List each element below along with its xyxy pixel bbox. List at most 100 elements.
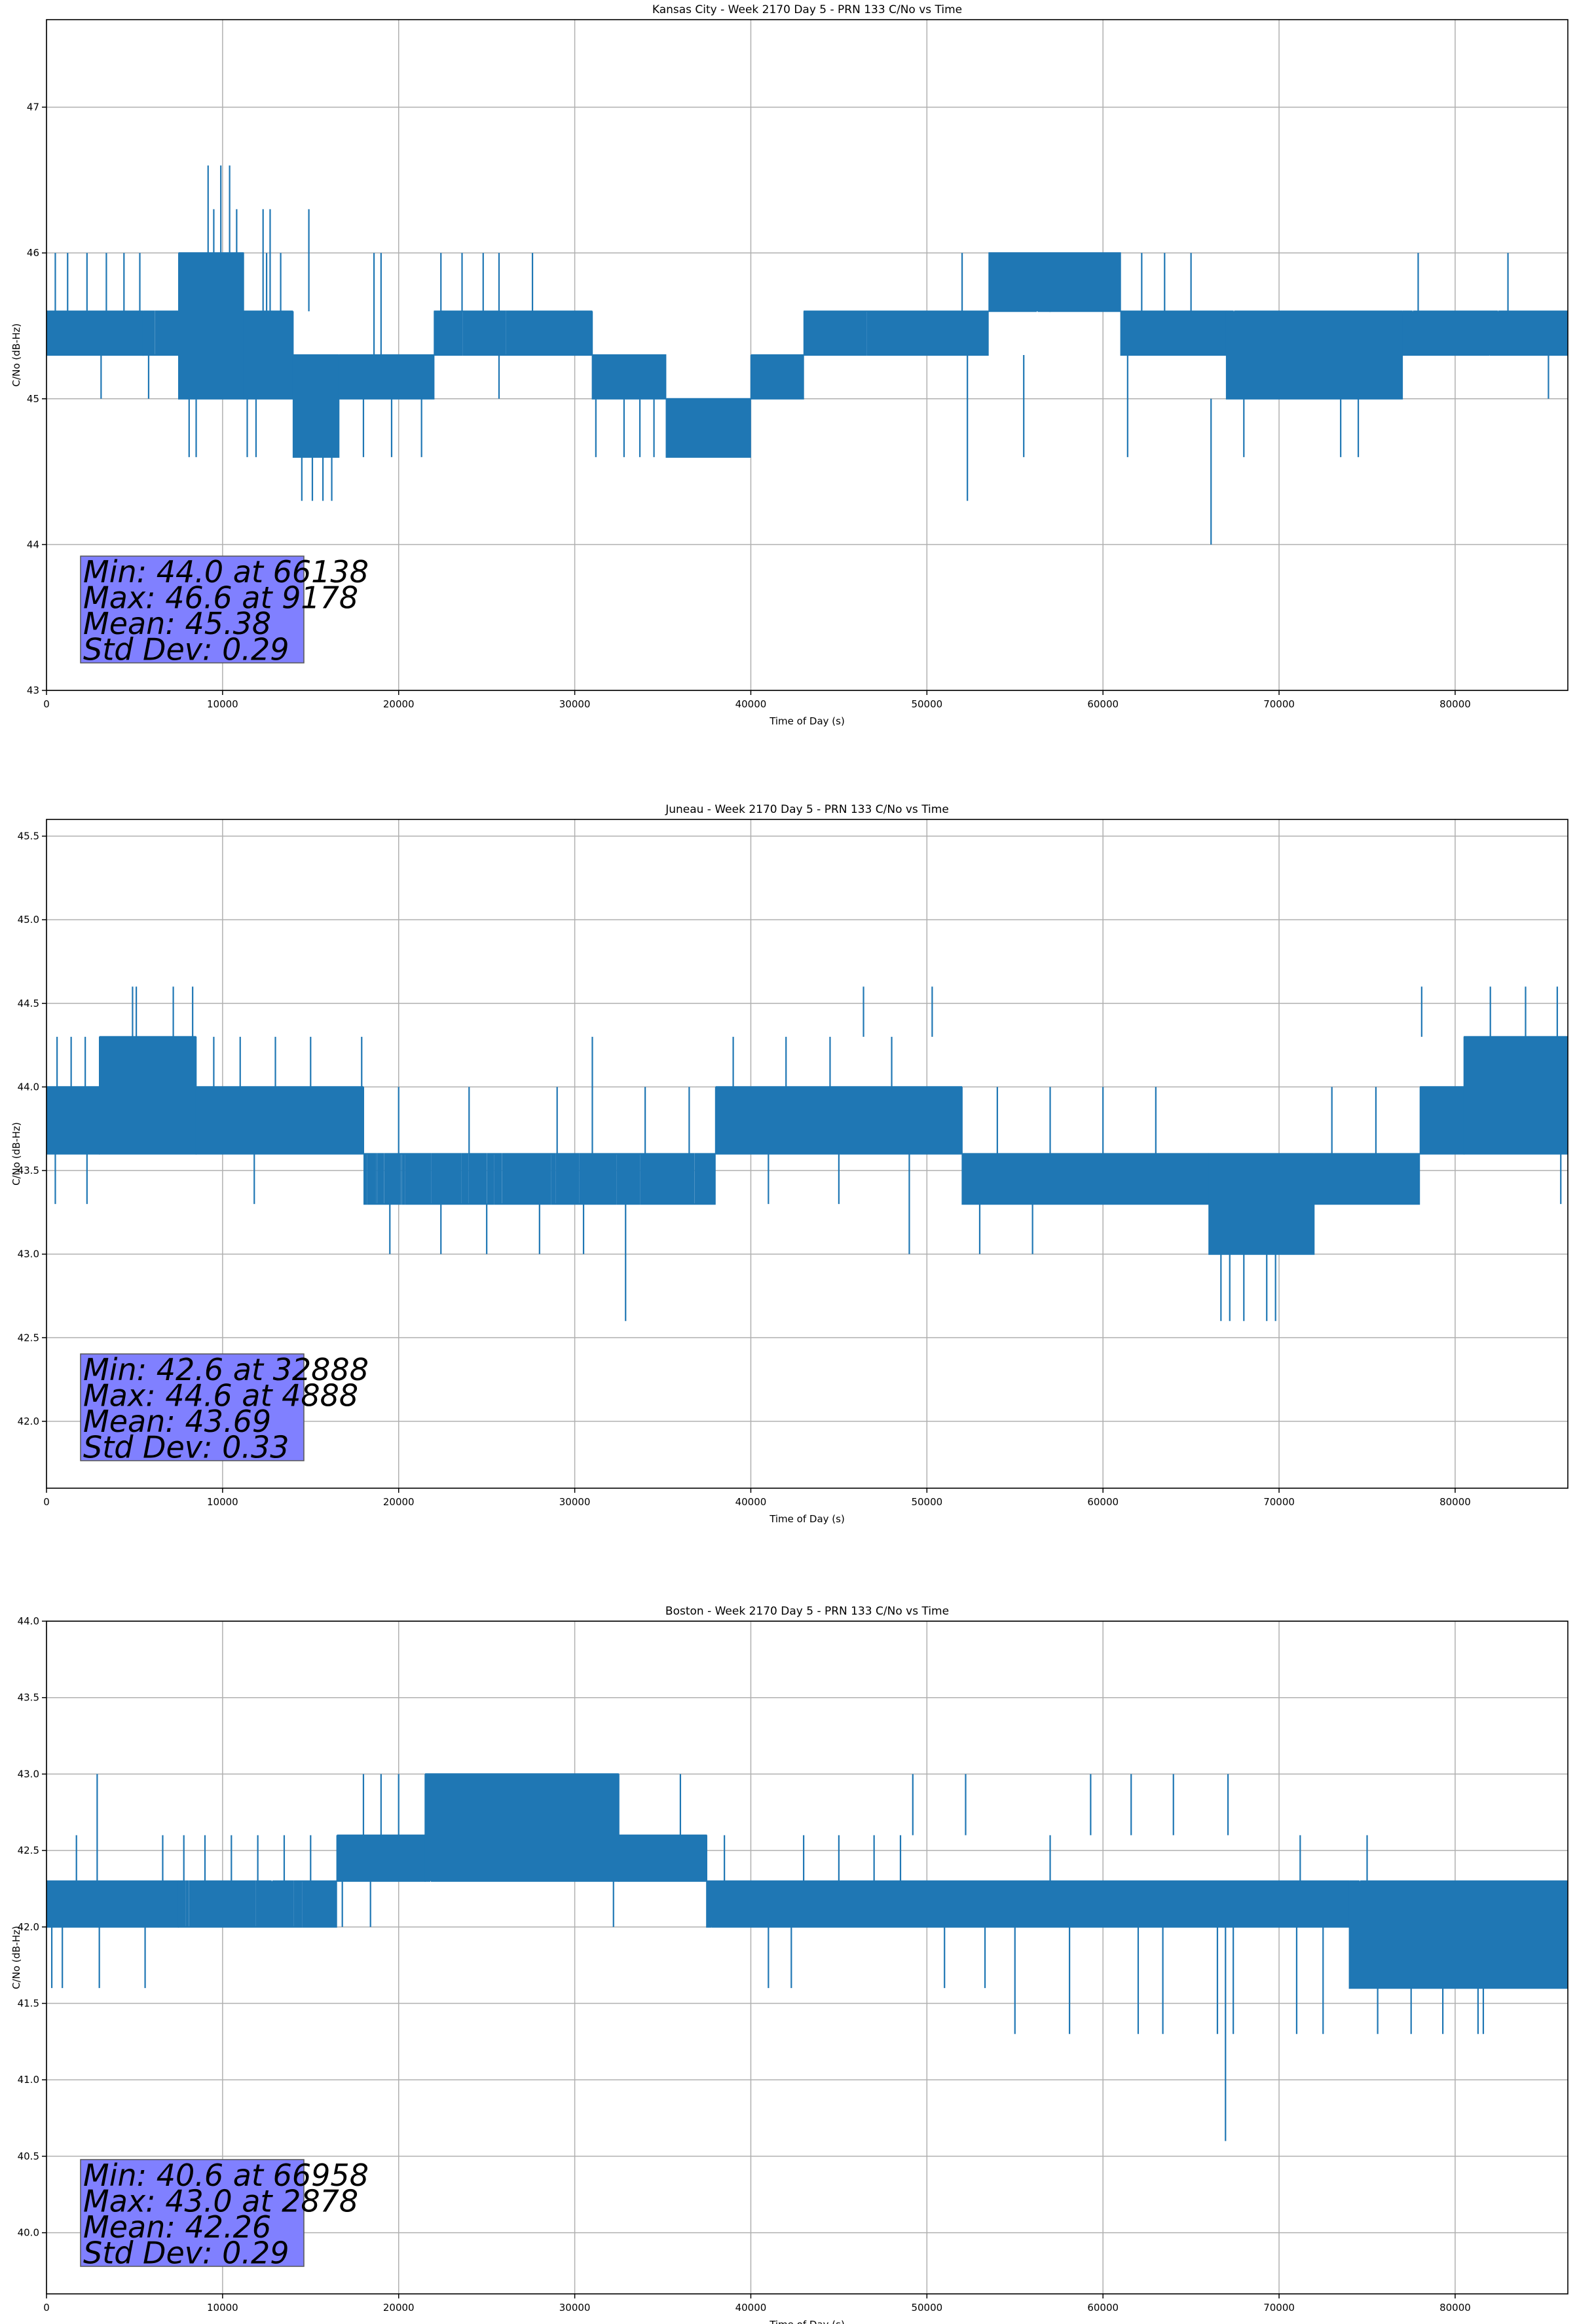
x-tick-label: 0 — [43, 698, 50, 710]
trace-segment — [434, 310, 593, 356]
trace-segment — [142, 310, 179, 356]
x-tick-label: 50000 — [911, 698, 942, 710]
x-tick-label: 50000 — [911, 1496, 942, 1508]
y-tick-label: 43.0 — [18, 1248, 39, 1260]
x-tick-label: 40000 — [735, 1496, 767, 1508]
trace-segment — [1049, 252, 1121, 312]
y-tick-label: 45.0 — [18, 914, 39, 926]
y-tick-label: 44.0 — [18, 1615, 39, 1627]
trace-segment — [1120, 310, 1227, 356]
x-tick-label: 70000 — [1263, 2302, 1295, 2314]
trace-segment — [591, 354, 667, 400]
y-tick-label: 47 — [27, 102, 39, 113]
x-tick-label: 70000 — [1263, 1496, 1295, 1508]
y-tick-label: 43.5 — [18, 1692, 39, 1704]
y-axis-label: C/No (dB-Hz) — [10, 1926, 22, 1989]
chart-panel: 0 10000 20000 30000 40000 50000 60000 70000 8000… — [10, 803, 1568, 1525]
x-axis-label: Time of Day (s) — [769, 715, 845, 727]
stats-line: Max: 44.6 at 4888 — [83, 1378, 358, 1414]
y-tick-label: 41.5 — [18, 1998, 39, 2010]
trace-segment — [961, 1153, 1209, 1205]
x-axis-label: Time of Day (s) — [769, 1513, 845, 1525]
trace-segment — [706, 1880, 1350, 1928]
x-tick-label: 70000 — [1263, 698, 1295, 710]
axes-frame — [46, 1621, 1568, 2295]
trace-segment — [1463, 1036, 1568, 1155]
y-tick-label: 42.5 — [18, 1332, 39, 1343]
trace-group — [46, 1773, 1568, 2141]
y-axis-label: C/No (dB-Hz) — [10, 1122, 22, 1186]
y-tick-label: 42.0 — [18, 1415, 39, 1427]
stats-line: Min: 42.6 at 32888 — [83, 1352, 369, 1387]
stats-line: Mean: 43.69 — [83, 1404, 271, 1439]
x-tick-label: 20000 — [383, 698, 415, 710]
x-tick-label: 30000 — [559, 698, 591, 710]
trace-segment — [1419, 1086, 1465, 1155]
trace-segment — [988, 252, 1051, 312]
x-tick-label: 80000 — [1439, 1496, 1471, 1508]
y-tick-label: 44.0 — [18, 1081, 39, 1093]
stats-box — [80, 1353, 305, 1461]
trace-segment — [243, 310, 294, 400]
trace-segment — [99, 1036, 197, 1155]
trace-segment — [424, 1773, 620, 1882]
trace-segment — [46, 1086, 100, 1155]
trace-segment — [750, 354, 804, 400]
trace-group — [46, 165, 1568, 545]
y-tick-label: 42.0 — [18, 1921, 39, 1933]
axes-frame — [46, 819, 1568, 1489]
x-tick-label: 80000 — [1439, 2302, 1471, 2314]
trace-segment — [363, 1153, 716, 1205]
chart-title: Kansas City - Week 2170 Day 5 - PRN 133 … — [652, 3, 962, 16]
y-tick-label: 44.5 — [18, 998, 39, 1009]
trace-segment — [338, 354, 435, 400]
x-tick-label: 50000 — [911, 2302, 942, 2314]
chart-panel: 0 10000 20000 30000 40000 50000 60000 70000 8000… — [10, 1605, 1568, 2324]
x-tick-label: 30000 — [559, 1496, 591, 1508]
stats-line: Std Dev: 0.29 — [83, 2236, 289, 2271]
y-tick-label: 43.5 — [18, 1165, 39, 1176]
y-tick-label: 45 — [27, 393, 39, 405]
chart-title: Boston - Week 2170 Day 5 - PRN 133 C/No … — [665, 1605, 949, 1618]
trace-segment — [1225, 310, 1403, 400]
trace-segment — [178, 252, 244, 400]
x-tick-label: 20000 — [383, 1496, 415, 1508]
x-tick-label: 30000 — [559, 2302, 591, 2314]
trace-segment — [1348, 1880, 1568, 1989]
y-tick-label: 41.0 — [18, 2074, 39, 2086]
trace-segment — [1402, 310, 1568, 356]
x-tick-label: 40000 — [735, 2302, 767, 2314]
x-tick-label: 80000 — [1439, 698, 1471, 710]
stats-box — [80, 555, 305, 664]
y-tick-label: 43.0 — [18, 1768, 39, 1780]
y-tick-label: 43 — [27, 684, 39, 696]
stats-line: Mean: 42.26 — [83, 2209, 271, 2245]
x-tick-label: 60000 — [1087, 1496, 1119, 1508]
stats-line: Std Dev: 0.29 — [83, 632, 289, 667]
chart-panel: 0 10000 20000 30000 40000 50000 60000 70000 8000… — [10, 3, 1568, 727]
x-axis-label: Time of Day (s) — [769, 2319, 845, 2324]
trace-segment — [714, 1086, 963, 1155]
x-tick-label: 60000 — [1087, 698, 1119, 710]
stats-line: Min: 44.0 at 66138 — [83, 554, 369, 590]
trace-segment — [336, 1834, 426, 1882]
trace-segment — [195, 1086, 364, 1155]
stats-line: Max: 46.6 at 9178 — [83, 580, 358, 616]
stats-box — [80, 2159, 305, 2267]
trace-segment — [177, 1880, 337, 1928]
x-tick-label: 0 — [43, 2302, 50, 2314]
stats-line: Std Dev: 0.33 — [83, 1430, 289, 1465]
stats-line: Max: 43.0 at 2878 — [83, 2184, 358, 2219]
trace-segment — [803, 310, 989, 356]
x-tick-label: 10000 — [207, 2302, 238, 2314]
chart-title: Juneau - Week 2170 Day 5 - PRN 133 C/No … — [665, 803, 949, 816]
trace-segment — [1314, 1153, 1420, 1205]
stats-line: Min: 40.6 at 66958 — [83, 2158, 369, 2193]
trace-segment — [665, 398, 751, 458]
stats-line: Mean: 45.38 — [83, 606, 271, 641]
y-tick-label: 45.5 — [18, 831, 39, 842]
y-tick-label: 40.5 — [18, 2150, 39, 2162]
x-tick-label: 40000 — [735, 698, 767, 710]
axes-frame — [46, 19, 1568, 691]
